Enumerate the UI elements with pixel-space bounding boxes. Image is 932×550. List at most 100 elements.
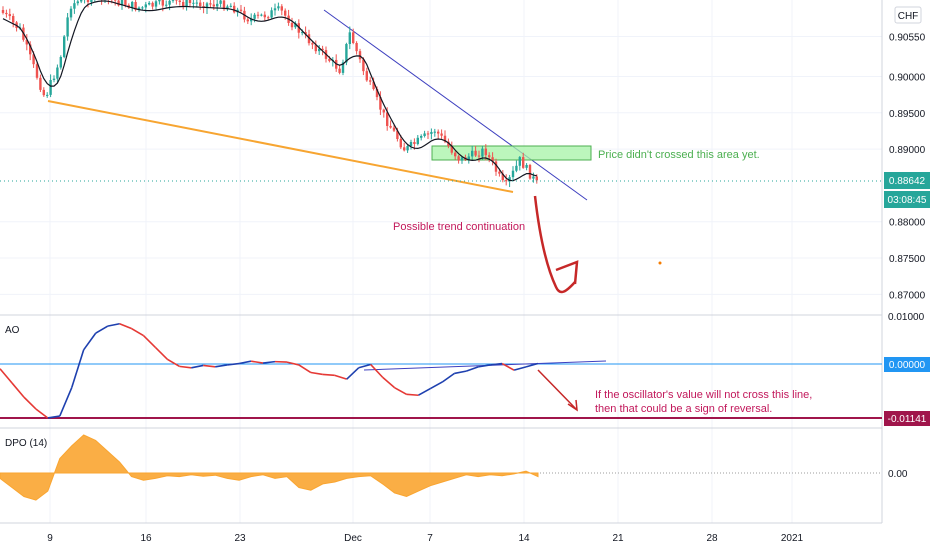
candle xyxy=(311,41,314,50)
candle xyxy=(467,153,470,164)
ao-arrow xyxy=(537,369,578,412)
candle xyxy=(474,145,477,157)
ao-segment xyxy=(370,363,384,378)
candle xyxy=(270,7,273,19)
ao-segment xyxy=(441,372,455,383)
ao-segment xyxy=(35,408,49,419)
svg-text:CHF: CHF xyxy=(898,11,919,22)
price-tick-label: 0.88000 xyxy=(889,218,926,229)
candle xyxy=(148,1,151,6)
candle xyxy=(12,13,15,28)
candle xyxy=(63,35,66,59)
ao-segment xyxy=(227,362,240,366)
candle xyxy=(273,3,277,16)
candle xyxy=(216,0,219,12)
ao-segment xyxy=(11,382,25,398)
dpo-area xyxy=(0,434,539,501)
ao-segment xyxy=(418,387,431,396)
candle xyxy=(423,130,426,138)
svg-text:0.00000: 0.00000 xyxy=(889,360,926,371)
candle xyxy=(532,172,535,183)
candle xyxy=(175,0,178,5)
candle xyxy=(69,6,73,21)
candle xyxy=(369,76,372,85)
candle xyxy=(114,0,117,6)
candle xyxy=(154,0,158,10)
ao-segment xyxy=(23,396,37,410)
time-tick-label: 2021 xyxy=(781,533,804,544)
ao-segment xyxy=(334,374,347,380)
candle xyxy=(277,2,280,11)
price-tick-label: 0.90000 xyxy=(889,72,926,83)
candle xyxy=(362,57,365,76)
candle xyxy=(239,5,243,14)
candle xyxy=(226,4,229,12)
candle xyxy=(294,21,297,29)
candle xyxy=(460,156,464,164)
candle xyxy=(76,0,79,6)
time-tick-label: 23 xyxy=(234,533,246,544)
ao-segment xyxy=(382,376,396,389)
ao-segment xyxy=(406,393,419,397)
candle xyxy=(399,135,402,150)
candle xyxy=(52,75,56,83)
ao-segment xyxy=(501,362,515,371)
ao-segment xyxy=(454,370,467,375)
candle xyxy=(229,3,232,8)
candle xyxy=(304,26,307,39)
price-tick-label: 0.90550 xyxy=(889,33,926,44)
candle xyxy=(117,0,120,7)
candle xyxy=(501,170,504,183)
osc-annotation-2: then that could be a sign of reversal. xyxy=(595,403,772,415)
trend-annotation: Possible trend continuation xyxy=(393,221,525,233)
ao-segment xyxy=(203,364,216,368)
currency-badge[interactable]: CHF xyxy=(894,6,922,24)
ao-segment xyxy=(346,367,360,380)
ao-segment xyxy=(250,360,264,364)
candle xyxy=(511,166,515,182)
candle xyxy=(365,67,368,82)
resistance-trendline[interactable] xyxy=(323,9,588,201)
candle xyxy=(107,0,109,5)
candle xyxy=(8,8,11,20)
candle xyxy=(90,0,93,6)
ao-segment xyxy=(191,364,204,369)
candle xyxy=(263,11,266,22)
ao-segment xyxy=(262,360,276,364)
ao-segment xyxy=(47,415,60,419)
candle xyxy=(348,26,351,50)
ao-segment xyxy=(478,364,491,368)
candle xyxy=(355,41,358,55)
price-tick-label: 0.87500 xyxy=(889,254,926,265)
ao-segment xyxy=(142,335,156,349)
ao-segment xyxy=(0,368,13,384)
support-trendline[interactable] xyxy=(47,100,514,193)
candle xyxy=(185,0,188,11)
candle xyxy=(290,17,294,31)
ao-segment xyxy=(465,366,479,372)
candle xyxy=(260,13,263,17)
candle xyxy=(42,87,45,97)
candle xyxy=(403,142,406,152)
ao-segment xyxy=(119,323,132,330)
ao-segment xyxy=(179,365,192,369)
candle xyxy=(488,152,491,163)
candle xyxy=(158,0,161,5)
candle xyxy=(29,41,32,61)
candle xyxy=(426,130,430,139)
candle xyxy=(379,91,382,116)
moving-average-line xyxy=(2,0,537,182)
candle xyxy=(382,108,385,118)
candle xyxy=(477,150,481,163)
candle xyxy=(195,0,198,8)
stray-dot xyxy=(658,261,662,265)
ao-segment xyxy=(358,363,371,369)
ao-segment xyxy=(215,364,228,368)
ao-segment xyxy=(525,362,539,368)
candle xyxy=(80,0,83,4)
dpo-label: DPO (14) xyxy=(5,438,47,449)
time-tick-label: 28 xyxy=(706,533,718,544)
candle xyxy=(437,129,440,139)
time-tick-label: 7 xyxy=(427,533,433,544)
